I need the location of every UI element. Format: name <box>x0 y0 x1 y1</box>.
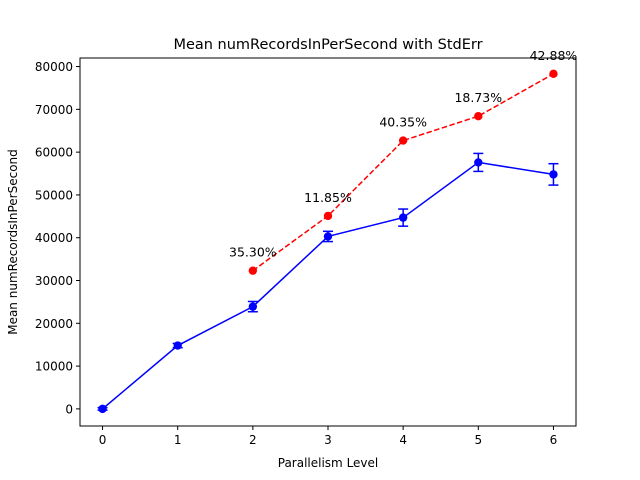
data-point <box>474 158 483 167</box>
y-axis-label: Mean numRecordsInPerSecond <box>6 149 20 335</box>
annotation-label: 11.85% <box>304 190 352 205</box>
x-tick-label: 1 <box>174 433 182 447</box>
data-point <box>248 302 258 311</box>
y-tick-label: 30000 <box>35 274 73 288</box>
x-tick-label: 5 <box>474 433 482 447</box>
x-tick-label: 4 <box>399 433 407 447</box>
x-tick-label: 0 <box>99 433 107 447</box>
x-axis-label: Parallelism Level <box>278 456 379 470</box>
annotation-label: 42.88% <box>530 48 578 63</box>
series-line <box>252 73 554 272</box>
series-1 <box>248 69 558 275</box>
series-0 <box>97 152 559 414</box>
data-point <box>474 111 483 121</box>
y-tick-label: 10000 <box>35 360 73 374</box>
data-point <box>173 341 182 350</box>
data-point <box>323 232 333 241</box>
plot-area: 35.30% 11.85% 40.35% 18.73% 42.88% <box>97 48 578 414</box>
data-point <box>398 136 408 145</box>
data-point <box>549 170 558 179</box>
y-tick-label: 20000 <box>35 317 73 331</box>
x-tick-label: 2 <box>249 433 257 447</box>
plot-frame <box>79 57 577 427</box>
data-point <box>398 213 408 222</box>
data-point <box>323 211 333 221</box>
annotation-label: 35.30% <box>229 245 277 260</box>
y-tick-label: 70000 <box>35 103 73 117</box>
x-axis-ticks: 0 1 2 3 4 5 6 <box>99 426 558 447</box>
data-point <box>248 266 258 275</box>
data-point <box>549 69 558 79</box>
y-tick-label: 60000 <box>35 146 73 160</box>
x-tick-label: 3 <box>324 433 332 447</box>
y-axis-ticks: 0 10000 20000 30000 40000 50000 60000 70000 8000… <box>35 60 80 416</box>
data-point <box>98 404 107 414</box>
x-tick-label: 6 <box>550 433 558 447</box>
y-tick-label: 80000 <box>35 60 73 74</box>
annotation-label: 18.73% <box>454 90 502 105</box>
y-tick-label: 40000 <box>35 231 73 245</box>
chart-title: Mean numRecordsInPerSecond with StdErr <box>173 37 482 53</box>
y-tick-label: 50000 <box>35 188 73 202</box>
y-tick-label: 0 <box>65 402 73 416</box>
annotation-label: 40.35% <box>379 115 427 130</box>
